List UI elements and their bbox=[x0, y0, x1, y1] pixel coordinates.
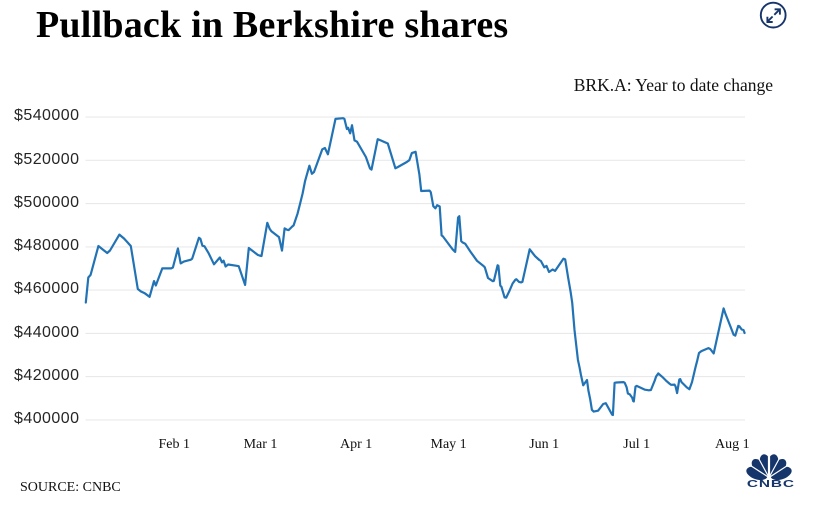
svg-text:CNBC: CNBC bbox=[747, 477, 795, 489]
